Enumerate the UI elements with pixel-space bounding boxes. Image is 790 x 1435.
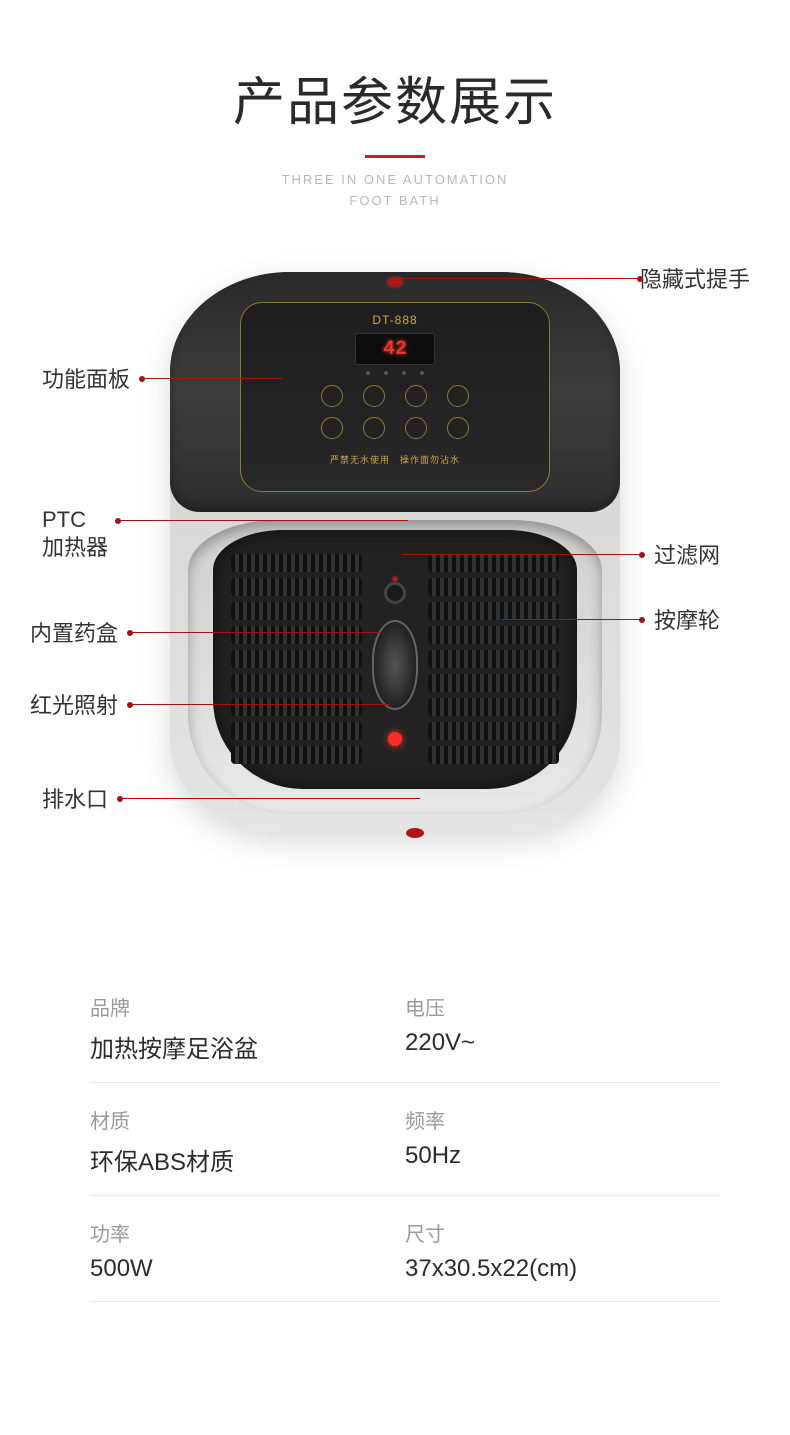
spec-label: 品牌 <box>90 992 405 1021</box>
spec-value: 37x30.5x22(cm) <box>405 1255 720 1283</box>
medicine-box-icon <box>372 620 418 710</box>
massage-roller-icon <box>231 746 362 764</box>
panel-button <box>447 417 469 439</box>
callout-label: PTC <box>42 506 108 535</box>
massage-roller-icon <box>428 626 559 644</box>
callout-label: 加热器 <box>42 534 108 563</box>
massage-roller-icon <box>231 698 362 716</box>
spec-row: 功率 500W 尺寸 37x30.5x22(cm) <box>90 1196 720 1302</box>
spec-cell: 品牌 加热按摩足浴盆 <box>90 992 405 1064</box>
spec-value: 220V~ <box>405 1029 720 1057</box>
header: 产品参数展示 THREE IN ONE AUTOMATION FOOT BATH <box>0 0 790 212</box>
massage-roller-icon <box>428 722 559 740</box>
temperature-display: 42 <box>355 333 435 365</box>
title-underline <box>365 155 425 158</box>
panel-button-row2 <box>241 417 549 439</box>
drain-icon <box>406 828 424 838</box>
callout-label: 排水口 <box>42 787 108 812</box>
specs-table: 品牌 加热按摩足浴盆 电压 220V~ 材质 环保ABS材质 频率 50Hz 功… <box>90 970 720 1302</box>
roller-column-left <box>231 544 362 775</box>
massage-roller-icon <box>428 674 559 692</box>
spec-value: 50Hz <box>405 1142 720 1170</box>
control-panel: DT-888 42 严禁无水使用 操作面勿沾水 <box>240 302 550 492</box>
panel-button <box>363 417 385 439</box>
panel-warning: 严禁无水使用 操作面勿沾水 <box>241 453 549 466</box>
callout-label: 过滤网 <box>654 543 720 568</box>
page-title: 产品参数展示 <box>0 60 790 135</box>
massage-roller-icon <box>428 554 559 572</box>
callout-label: 功能面板 <box>42 367 130 392</box>
callout-label: 隐藏式提手 <box>640 267 750 292</box>
callout-label: 内置药盒 <box>30 621 118 646</box>
massage-roller-icon <box>428 650 559 668</box>
subtitle-line1: THREE IN ONE AUTOMATION <box>0 170 790 191</box>
spec-cell: 功率 500W <box>90 1218 405 1283</box>
callout-massage-roller: 按摩轮 <box>654 607 720 636</box>
spec-cell: 尺寸 37x30.5x22(cm) <box>405 1218 720 1283</box>
massage-roller-icon <box>231 602 362 620</box>
massage-roller-icon <box>428 698 559 716</box>
massage-roller-icon <box>231 554 362 572</box>
panel-button <box>405 417 427 439</box>
callout-label: 按摩轮 <box>654 608 720 633</box>
spec-label: 电压 <box>405 992 720 1021</box>
callout-red-light: 红光照射 <box>30 692 118 721</box>
spec-row: 品牌 加热按摩足浴盆 电压 220V~ <box>90 970 720 1083</box>
roller-column-right <box>428 544 559 775</box>
device-tub <box>188 520 602 814</box>
panel-button <box>321 385 343 407</box>
massage-roller-icon <box>231 650 362 668</box>
callout-hidden-handle: 隐藏式提手 <box>640 266 750 295</box>
handle-indicator-icon <box>388 278 402 286</box>
panel-leds <box>241 371 549 375</box>
callout-control-panel: 功能面板 <box>42 366 130 395</box>
callout-ptc-heater: PTC 加热器 <box>42 506 108 563</box>
subtitle: THREE IN ONE AUTOMATION FOOT BATH <box>0 170 790 212</box>
spec-value: 500W <box>90 1255 405 1283</box>
subtitle-line2: FOOT BATH <box>0 191 790 212</box>
spec-value: 环保ABS材质 <box>90 1142 405 1177</box>
model-label: DT-888 <box>241 303 549 327</box>
callout-label: 红光照射 <box>30 693 118 718</box>
massage-roller-icon <box>428 746 559 764</box>
spec-value: 加热按摩足浴盆 <box>90 1029 405 1064</box>
spec-label: 尺寸 <box>405 1218 720 1247</box>
spec-cell: 电压 220V~ <box>405 992 720 1064</box>
product-diagram: DT-888 42 严禁无水使用 操作面勿沾水 <box>0 242 790 922</box>
massage-roller-icon <box>231 674 362 692</box>
callout-filter: 过滤网 <box>654 542 720 571</box>
panel-button <box>321 417 343 439</box>
spec-cell: 材质 环保ABS材质 <box>90 1105 405 1177</box>
callout-drain: 排水口 <box>42 786 108 815</box>
spec-label: 频率 <box>405 1105 720 1134</box>
tub-inner <box>213 530 577 789</box>
panel-button <box>363 385 385 407</box>
massage-roller-icon <box>231 722 362 740</box>
massage-roller-icon <box>231 578 362 596</box>
panel-button <box>405 385 427 407</box>
callout-medicine-box: 内置药盒 <box>30 620 118 649</box>
device-lid: DT-888 42 严禁无水使用 操作面勿沾水 <box>170 272 620 512</box>
panel-button <box>447 385 469 407</box>
spec-row: 材质 环保ABS材质 频率 50Hz <box>90 1083 720 1196</box>
spec-label: 材质 <box>90 1105 405 1134</box>
filter-icon <box>384 582 406 604</box>
red-light-icon <box>388 732 402 746</box>
panel-button-row1 <box>241 385 549 407</box>
massage-roller-icon <box>428 602 559 620</box>
tub-center-column <box>372 544 418 775</box>
massage-roller-icon <box>231 626 362 644</box>
device-illustration: DT-888 42 严禁无水使用 操作面勿沾水 <box>170 272 620 832</box>
spec-label: 功率 <box>90 1218 405 1247</box>
spec-cell: 频率 50Hz <box>405 1105 720 1177</box>
massage-roller-icon <box>428 578 559 596</box>
